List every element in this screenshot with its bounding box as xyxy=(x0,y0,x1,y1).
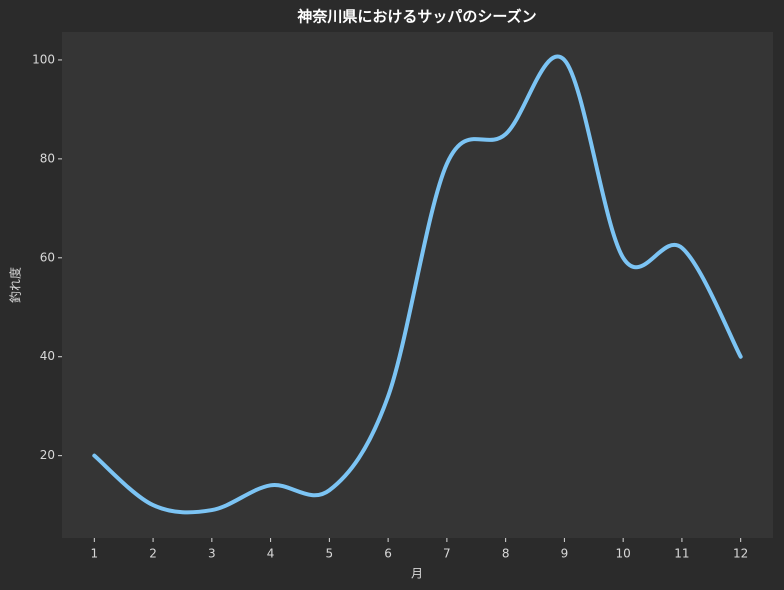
x-tick-label: 8 xyxy=(502,547,510,561)
y-tick-label: 20 xyxy=(40,448,55,462)
x-tick-label: 6 xyxy=(384,547,392,561)
x-tick-label: 7 xyxy=(443,547,451,561)
y-tick-label: 80 xyxy=(40,151,55,165)
x-tick-label: 4 xyxy=(267,547,275,561)
x-tick-label: 12 xyxy=(733,547,748,561)
x-axis-label: 月 xyxy=(411,567,423,581)
x-tick-label: 11 xyxy=(674,547,689,561)
x-tick-label: 2 xyxy=(149,547,157,561)
x-tick-label: 5 xyxy=(326,547,334,561)
y-tick-label: 100 xyxy=(32,52,55,66)
x-tick-label: 10 xyxy=(616,547,631,561)
y-axis-label: 釣れ度 xyxy=(8,267,23,303)
line xyxy=(92,54,743,515)
x-tick-label: 3 xyxy=(208,547,216,561)
y-tick-label: 60 xyxy=(40,250,55,264)
x-tick-label: 1 xyxy=(90,547,98,561)
chart-title: 神奈川県におけるサッパのシーズン xyxy=(297,8,536,26)
y-tick-label: 40 xyxy=(40,349,55,363)
x-tick-label: 9 xyxy=(561,547,569,561)
